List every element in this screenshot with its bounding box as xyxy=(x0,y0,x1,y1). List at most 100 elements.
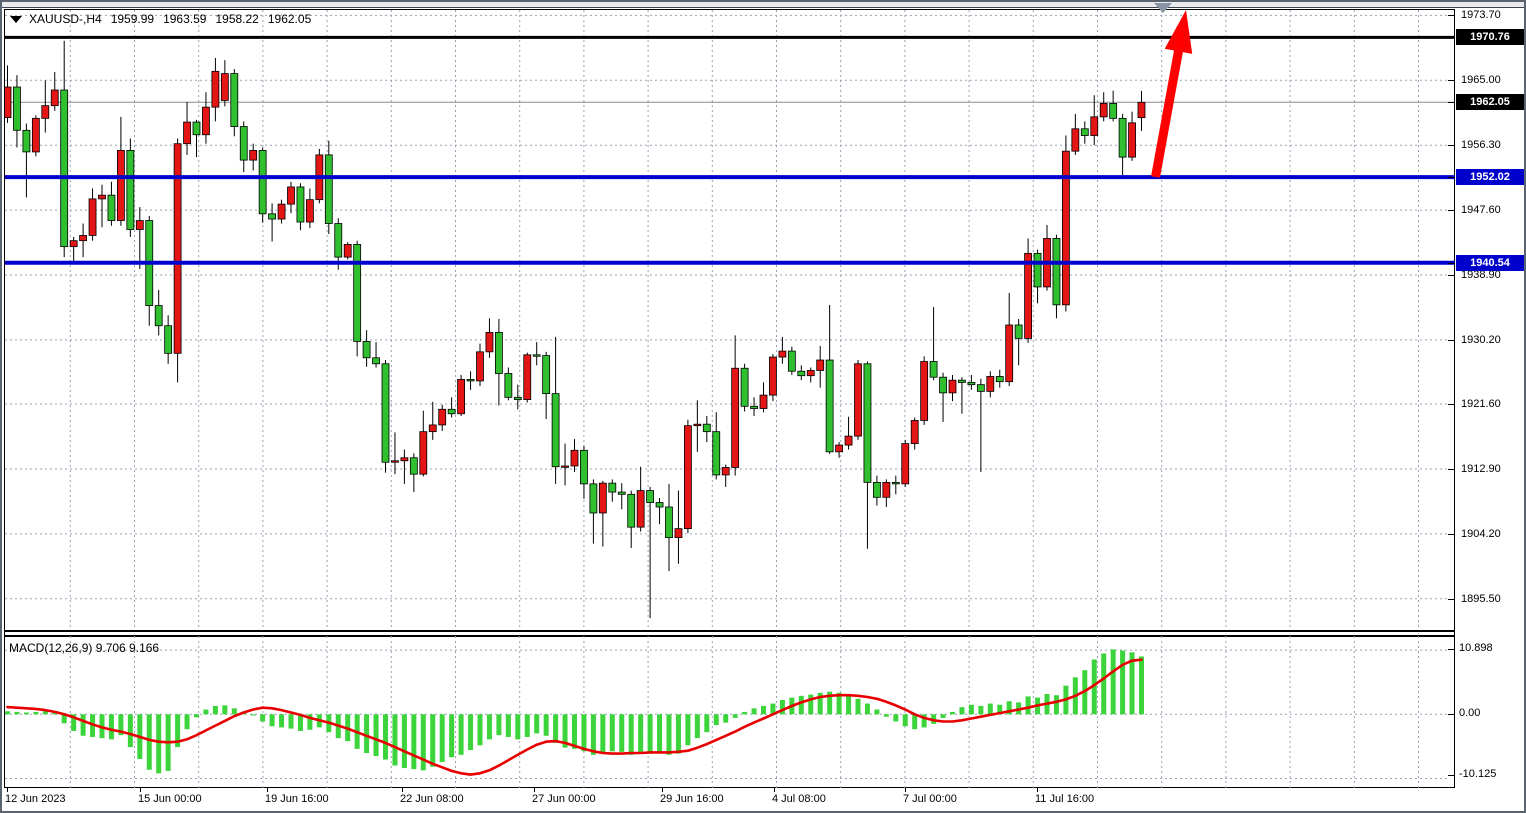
macd-histogram-bar xyxy=(222,705,228,715)
macd-histogram-bar xyxy=(1025,696,1031,715)
macd-histogram-bar xyxy=(675,714,681,754)
candle xyxy=(513,384,522,410)
macd-histogram-bar xyxy=(628,714,634,755)
candle-body xyxy=(5,86,12,118)
price-tick-label: 1930.20 xyxy=(1461,333,1501,346)
candle-body xyxy=(296,186,305,223)
macd-indicator-label: MACD(12,26,9) 9.706 9.166 xyxy=(9,641,160,655)
candle xyxy=(419,410,428,477)
main-price-plot[interactable] xyxy=(5,10,1455,630)
macd-histogram-bar xyxy=(279,714,285,728)
arrow-shaft xyxy=(1151,44,1184,178)
candle-body xyxy=(135,220,144,230)
ohlc-close: 1962.05 xyxy=(267,12,312,26)
price-badge: 1970.76 xyxy=(1456,29,1524,46)
macd-histogram-bar xyxy=(912,714,918,730)
candle xyxy=(1099,92,1108,122)
candle xyxy=(1052,234,1061,319)
macd-histogram-bar xyxy=(364,714,370,754)
candle-body xyxy=(920,361,929,421)
time-axis-tick xyxy=(7,788,8,792)
candle-body xyxy=(693,423,702,427)
candle xyxy=(476,343,484,387)
candle-body xyxy=(41,105,50,119)
time-tick-label: 12 Jun 2023 xyxy=(5,793,66,805)
candle xyxy=(135,207,144,270)
price-axis-tick xyxy=(1448,262,1455,264)
price-tick-label: 1938.90 xyxy=(1461,269,1501,281)
price-tick-label: 1921.60 xyxy=(1461,398,1501,411)
price-axis-tick xyxy=(1448,37,1455,39)
candle xyxy=(929,307,938,381)
candle-body xyxy=(268,213,277,220)
candle-body xyxy=(504,373,513,398)
candle-body xyxy=(419,431,428,475)
macd-histogram-bar xyxy=(685,714,691,746)
candle-body xyxy=(60,89,69,248)
candle xyxy=(164,315,173,364)
macd-histogram-bar xyxy=(902,714,908,727)
candle-body xyxy=(844,435,853,446)
candle-body xyxy=(343,244,352,258)
arrow-head xyxy=(1164,10,1193,54)
candle xyxy=(561,443,569,486)
candle xyxy=(372,342,380,368)
price-tick-label: 1965.00 xyxy=(1461,74,1501,87)
candle-body xyxy=(910,420,919,444)
price-axis-tick xyxy=(1448,102,1455,104)
macd-plot[interactable] xyxy=(5,636,1455,788)
pane-separator[interactable] xyxy=(4,630,1455,632)
macd-histogram-bar xyxy=(732,714,738,718)
macd-histogram-bar xyxy=(439,714,445,762)
candle xyxy=(1128,111,1136,161)
candle xyxy=(1090,95,1099,146)
candle xyxy=(1024,238,1032,343)
candle xyxy=(504,367,513,401)
candle-body xyxy=(627,493,636,528)
candle-body xyxy=(117,150,125,221)
candle xyxy=(816,345,825,388)
candle xyxy=(50,72,59,111)
candle-body xyxy=(570,449,579,467)
candle-body xyxy=(608,482,617,493)
macd-tick-label: 0.00 xyxy=(1459,707,1481,720)
candle xyxy=(910,417,919,450)
candle-body xyxy=(589,483,598,514)
candle xyxy=(69,236,78,263)
candle-body xyxy=(665,506,673,538)
candle-body xyxy=(513,396,522,400)
macd-histogram-bar xyxy=(657,714,663,753)
macd-gridlines xyxy=(5,636,1449,788)
candle-body xyxy=(211,70,220,108)
macd-histogram-bar xyxy=(5,711,10,715)
price-axis-tick xyxy=(1448,210,1455,212)
time-axis-tick xyxy=(662,788,663,792)
candle-body xyxy=(532,354,541,357)
candle xyxy=(532,342,541,366)
candle-body xyxy=(50,89,59,107)
candle xyxy=(1033,249,1042,304)
macd-histogram-bar xyxy=(42,711,48,715)
chart-shift-marker-icon[interactable] xyxy=(1154,3,1172,13)
macd-tick-label: 10.898 xyxy=(1459,642,1493,655)
symbol-dropdown-icon[interactable] xyxy=(10,15,22,23)
macd-histogram-bar xyxy=(666,714,672,755)
candles xyxy=(5,40,1146,619)
candle-body xyxy=(598,482,607,514)
candle-body xyxy=(164,325,173,354)
price-tick-label: 1912.90 xyxy=(1461,462,1501,475)
macd-histogram-bar xyxy=(798,695,804,715)
up-arrow-annotation[interactable] xyxy=(1151,10,1193,178)
macd-histogram-bar xyxy=(71,714,77,731)
price-tick-label: 1973.70 xyxy=(1461,9,1501,22)
macd-histogram-bar xyxy=(1006,701,1012,715)
macd-histogram-bar xyxy=(543,714,549,736)
candle xyxy=(939,372,947,422)
candle-body xyxy=(561,465,569,468)
macd-histogram-bar xyxy=(458,714,464,755)
macd-histogram-bar xyxy=(968,704,974,715)
macd-histogram-bar xyxy=(694,714,700,739)
macd-histogram-bar xyxy=(175,714,181,748)
macd-histogram-bar xyxy=(713,714,719,726)
candle-body xyxy=(731,367,740,468)
